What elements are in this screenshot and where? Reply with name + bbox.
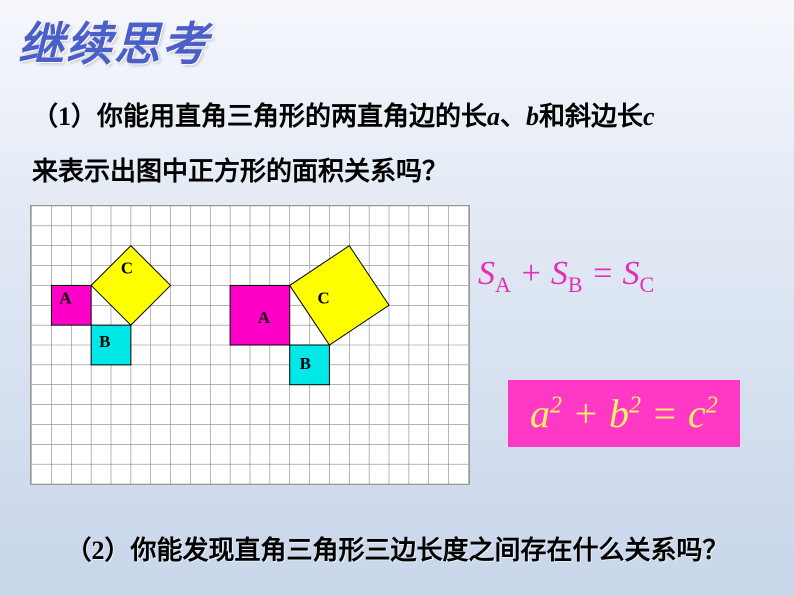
pyth-plus: +	[562, 391, 609, 436]
eq-S1: S	[478, 255, 495, 292]
q1-line2: 来表示出图中正方形的面积关系吗？	[32, 157, 448, 186]
eq-sub-c: C	[639, 272, 654, 297]
slide-title: 继续思考	[18, 8, 210, 74]
svg-text:B: B	[99, 332, 110, 351]
svg-text:A: A	[59, 288, 72, 307]
eq-eq: =	[583, 255, 623, 292]
q1-text: （1）你能用直角三角形的两直角边的长	[32, 102, 487, 131]
svg-text:B: B	[300, 354, 311, 373]
pyth-c: c	[688, 391, 706, 436]
equation-pythagoras-box: a2 + b2 = c2	[508, 380, 740, 447]
eq-S3: S	[622, 255, 639, 292]
pyth-c-sq: 2	[706, 393, 718, 419]
sep: 、	[500, 102, 526, 131]
equation-area: SA + SB = SC	[478, 255, 654, 298]
q1-mid: 和斜边长	[539, 102, 643, 131]
equation-pythagoras: a2 + b2 = c2	[530, 391, 718, 436]
eq-sub-a: A	[495, 272, 511, 297]
eq-S2: S	[551, 255, 568, 292]
question-1: （1）你能用直角三角形的两直角边的长a、b和斜边长c 来表示出图中正方形的面积关系…	[32, 90, 774, 199]
eq-plus: +	[511, 255, 551, 292]
eq-sub-b: B	[568, 272, 583, 297]
pyth-b: b	[609, 391, 629, 436]
var-c: c	[643, 102, 655, 131]
var-a: a	[487, 102, 500, 131]
svg-text:C: C	[318, 288, 330, 307]
question-2: （2）你能发现直角三角形三边长度之间存在什么关系吗？	[0, 530, 794, 567]
pyth-b-sq: 2	[629, 393, 641, 419]
pyth-a: a	[530, 391, 550, 436]
svg-text:C: C	[121, 259, 133, 278]
pyth-eq: =	[641, 391, 688, 436]
grid-diagram: A B C A B C	[30, 205, 470, 485]
svg-text:A: A	[258, 308, 271, 327]
pyth-a-sq: 2	[550, 393, 562, 419]
var-b: b	[526, 102, 539, 131]
